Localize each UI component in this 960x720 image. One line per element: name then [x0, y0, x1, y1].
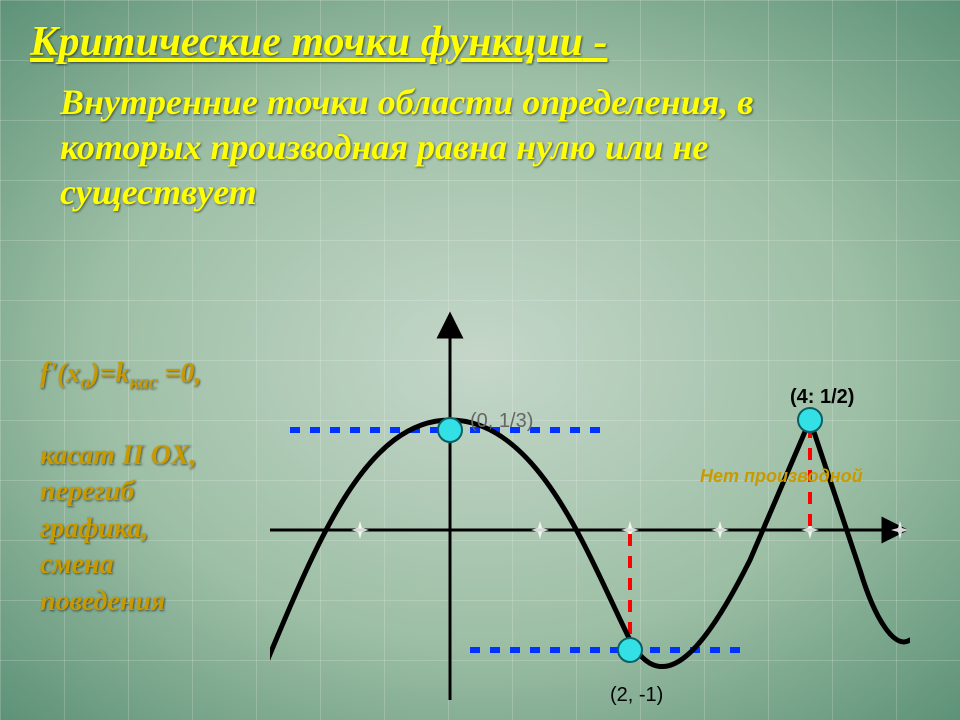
point-label-min: (2, -1)	[610, 684, 663, 707]
function-chart: (0, 1/3) (2, -1) (4: 1/2) Нет производно…	[270, 310, 910, 700]
slide-content: Критические точки функции - Внутренние т…	[0, 0, 960, 720]
title-dash: -	[583, 19, 608, 65]
label-no-derivative: Нет производной	[700, 466, 863, 487]
point-label-cusp: (4: 1/2)	[790, 386, 854, 409]
slide-subtitle: Внутренние точки области определения, в …	[60, 80, 900, 215]
annotation-derivative-zero: f'(xo)=kкас =0,	[40, 358, 201, 395]
point-label-max: (0, 1/3)	[470, 410, 533, 433]
slide-title: Критические точки функции -	[30, 18, 607, 66]
chart-svg	[270, 310, 910, 700]
annotation-tangent-parallel: касат II OX, перегиб графика, смена пове…	[40, 438, 197, 620]
title-text: Критические точки функции	[30, 19, 583, 65]
